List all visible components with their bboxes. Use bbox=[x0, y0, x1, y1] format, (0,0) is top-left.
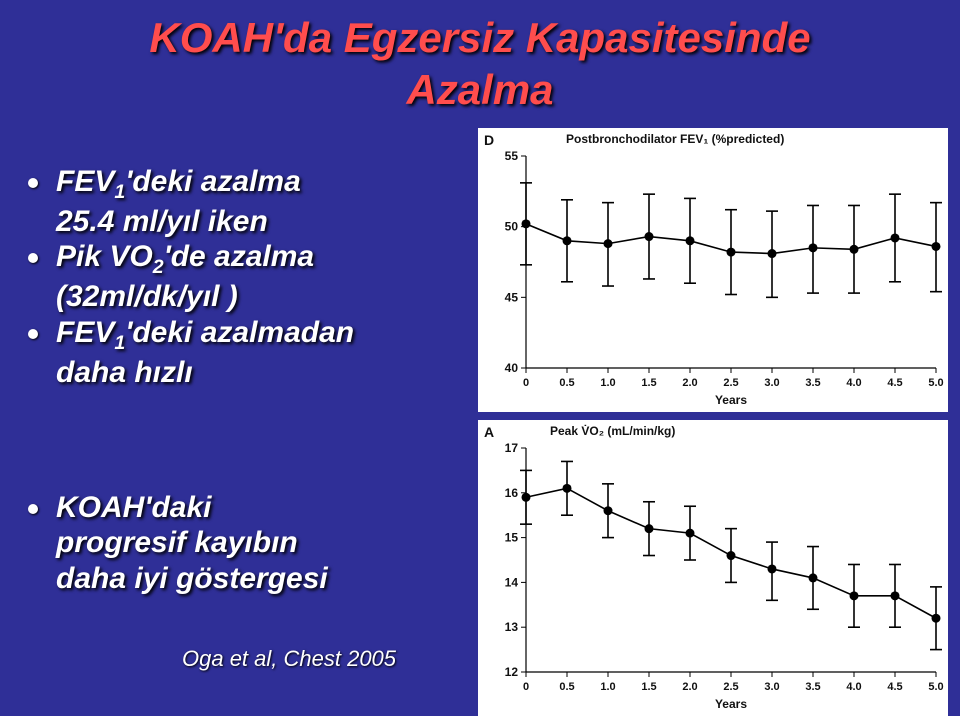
svg-text:2.0: 2.0 bbox=[682, 681, 697, 693]
svg-text:4.5: 4.5 bbox=[887, 681, 902, 693]
bullet-1: FEV1'deki azalma 25.4 ml/yıl iken bbox=[22, 164, 462, 239]
svg-text:0: 0 bbox=[523, 681, 529, 693]
svg-text:12: 12 bbox=[505, 665, 519, 679]
panel-letter: A bbox=[484, 424, 494, 440]
svg-text:1.0: 1.0 bbox=[600, 377, 615, 389]
svg-text:13: 13 bbox=[505, 620, 519, 634]
bullet-text: (32ml/dk/yıl ) bbox=[56, 280, 238, 313]
svg-text:3.0: 3.0 bbox=[764, 681, 779, 693]
svg-text:2.5: 2.5 bbox=[723, 377, 738, 389]
svg-text:3.0: 3.0 bbox=[764, 377, 779, 389]
svg-text:3.5: 3.5 bbox=[805, 681, 820, 693]
svg-text:50: 50 bbox=[505, 220, 519, 234]
svg-text:55: 55 bbox=[505, 149, 519, 163]
bullet-text: FEV bbox=[56, 165, 114, 198]
citation: Oga et al, Chest 2005 bbox=[182, 646, 396, 672]
svg-text:0.5: 0.5 bbox=[559, 377, 574, 389]
chart-top-title: Postbronchodilator FEV₁ (%predicted) bbox=[566, 132, 784, 146]
bullet-2: Pik VO2'de azalma (32ml/dk/yıl ) bbox=[22, 239, 462, 314]
svg-text:16: 16 bbox=[505, 486, 519, 500]
bullet-text: Pik VO bbox=[56, 240, 153, 273]
bullet-text: 'deki azalmadan bbox=[125, 316, 354, 349]
svg-text:Years: Years bbox=[715, 697, 747, 711]
svg-text:40: 40 bbox=[505, 361, 519, 375]
svg-text:1.0: 1.0 bbox=[600, 681, 615, 693]
bullets-bottom: KOAH'daki progresif kayıbın daha iyi gös… bbox=[22, 490, 462, 596]
chart-bot-svg: 12 13 14 15 16 17 0 0.5 1.0 1.5 2.0 2.5 3.0 3.5 4.0 4.5… bbox=[478, 420, 948, 716]
bullet-text: progresif kayıbın bbox=[56, 526, 298, 559]
bullet-text: FEV bbox=[56, 316, 114, 349]
svg-text:3.5: 3.5 bbox=[805, 377, 820, 389]
bullet-text: 'deki azalma bbox=[125, 165, 301, 198]
panel-letter: D bbox=[484, 132, 494, 148]
subscript: 2 bbox=[153, 256, 164, 279]
chart-bot-title: Peak V̇O₂ (mL/min/kg) bbox=[550, 424, 675, 438]
slide-title-line2: Azalma bbox=[0, 66, 960, 114]
svg-text:5.0: 5.0 bbox=[928, 377, 943, 389]
svg-text:2.0: 2.0 bbox=[682, 377, 697, 389]
svg-text:1.5: 1.5 bbox=[641, 681, 656, 693]
subscript: 1 bbox=[114, 181, 125, 204]
svg-text:4.0: 4.0 bbox=[846, 681, 861, 693]
svg-text:Years: Years bbox=[715, 393, 747, 407]
bullet-text: daha iyi göstergesi bbox=[56, 562, 328, 595]
svg-text:1.5: 1.5 bbox=[641, 377, 656, 389]
svg-text:2.5: 2.5 bbox=[723, 681, 738, 693]
bullet-text: 25.4 ml/yıl iken bbox=[56, 205, 268, 238]
bullet-text: daha hızlı bbox=[56, 356, 193, 389]
svg-text:14: 14 bbox=[505, 575, 519, 589]
subscript: 1 bbox=[114, 332, 125, 355]
svg-text:15: 15 bbox=[505, 531, 519, 545]
svg-text:0.5: 0.5 bbox=[559, 681, 574, 693]
slide: { "title_line1":"KOAH'da Egzersiz Kapasi… bbox=[0, 0, 960, 716]
bullet-4: KOAH'daki progresif kayıbın daha iyi gös… bbox=[22, 490, 462, 596]
svg-text:0: 0 bbox=[523, 377, 529, 389]
chart-panel-d: D Postbronchodilator FEV₁ (%predicted) 4… bbox=[478, 128, 948, 412]
bullet-text: KOAH'daki bbox=[56, 491, 212, 524]
svg-text:4.0: 4.0 bbox=[846, 377, 861, 389]
svg-text:4.5: 4.5 bbox=[887, 377, 902, 389]
chart-panel-a: A Peak V̇O₂ (mL/min/kg) 12 13 14 15 16 17 0 0.5… bbox=[478, 420, 948, 716]
bullets-top: FEV1'deki azalma 25.4 ml/yıl iken Pik VO… bbox=[22, 164, 462, 390]
chart-top-svg: 40 45 50 55 0 0.5 1.0 1.5 2.0 2.5 3.0 3.5 4.0 4.5 5.0 Y… bbox=[478, 128, 948, 412]
svg-text:17: 17 bbox=[505, 441, 519, 455]
bullet-text: 'de azalma bbox=[164, 240, 315, 273]
bullet-3: FEV1'deki azalmadan daha hızlı bbox=[22, 315, 462, 390]
svg-text:5.0: 5.0 bbox=[928, 681, 943, 693]
slide-title-line1: KOAH'da Egzersiz Kapasitesinde bbox=[0, 14, 960, 62]
svg-text:45: 45 bbox=[505, 290, 519, 304]
